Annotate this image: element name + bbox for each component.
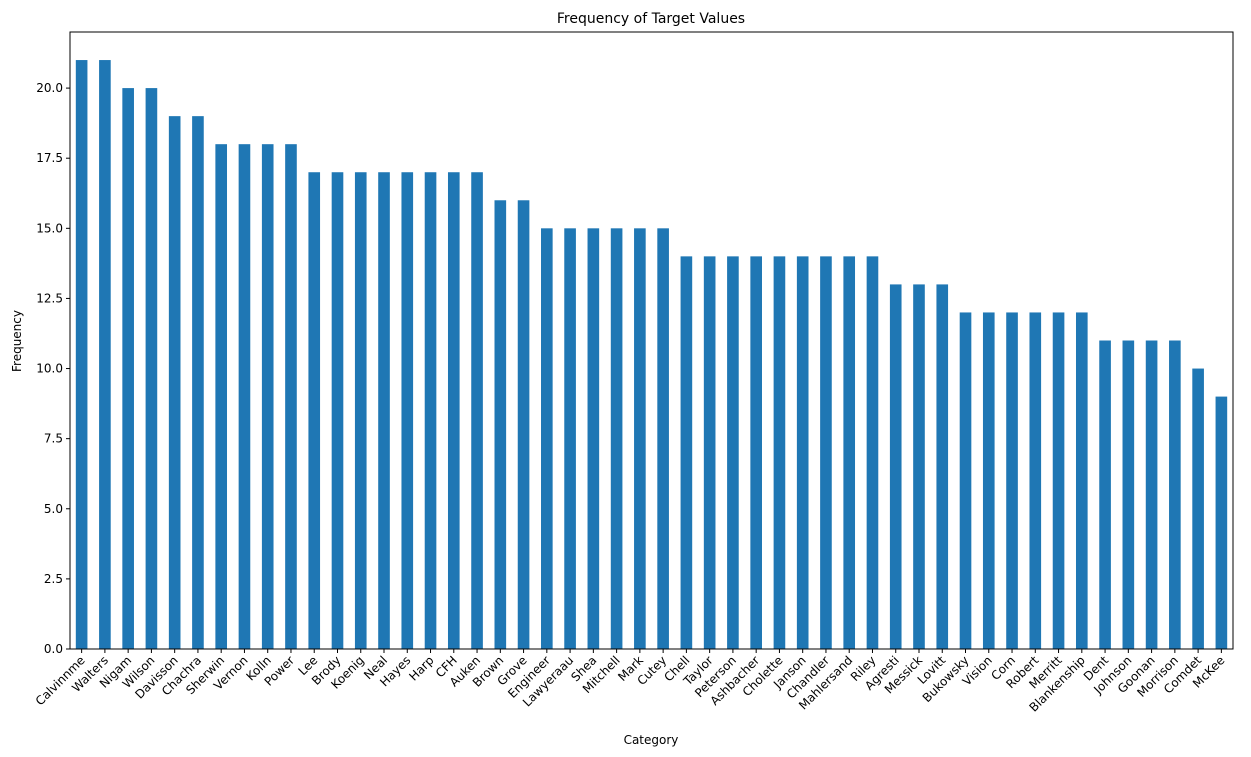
y-tick-label: 2.5: [44, 572, 63, 586]
bar-robert: [1029, 312, 1042, 649]
bar-harp: [424, 172, 437, 650]
bar-riley: [866, 256, 879, 649]
bar-lovitt: [936, 284, 949, 649]
bar-morrison: [1169, 340, 1181, 649]
chart-title: Frequency of Target Values: [557, 11, 745, 27]
y-tick-label: 15.0: [36, 221, 63, 235]
bar-grove: [517, 200, 530, 649]
y-tick-label: 7.5: [44, 432, 63, 446]
bar-nigam: [122, 88, 134, 650]
bar-wilson: [145, 88, 158, 650]
bar-neal: [378, 172, 390, 650]
bar-janson: [796, 256, 809, 649]
bar-shea: [587, 228, 600, 649]
bar-chandler: [820, 256, 832, 649]
bar-auken: [471, 172, 483, 650]
bar-chachra: [192, 116, 204, 649]
bar-vernon: [238, 144, 251, 649]
bar-mahlersand: [843, 256, 856, 649]
y-axis: 0.0 2.5 5.0 7.5 10.0 12.5 15.0 17.5 20.0: [36, 81, 70, 656]
bar-blankenship: [1075, 312, 1088, 649]
bar-sherwin: [215, 144, 228, 649]
bar-mckee: [1215, 396, 1228, 649]
bar-brody: [331, 172, 344, 650]
bar-corn: [1006, 312, 1018, 649]
bar-dent: [1099, 340, 1111, 649]
bar-cfh: [447, 172, 460, 650]
bar-walters: [99, 60, 111, 650]
bar-cholette: [773, 256, 786, 649]
bar-mitchell: [610, 228, 623, 649]
y-tick-label: 10.0: [36, 362, 63, 376]
bar-ashbacher: [750, 256, 762, 649]
bar-hayes: [401, 172, 414, 650]
bars-group: [75, 60, 1228, 650]
y-tick-label: 5.0: [44, 502, 63, 516]
bar-engineer: [541, 228, 553, 649]
bar-power: [285, 144, 297, 649]
y-tick-label: 12.5: [36, 291, 63, 305]
bar-mark: [634, 228, 646, 649]
bar-merritt: [1052, 312, 1065, 649]
bar-agresti: [889, 284, 902, 649]
x-axis-title: Category: [624, 733, 679, 747]
bar-brown: [494, 200, 507, 649]
bar-calvinnme: [75, 60, 88, 650]
bar-cutey: [657, 228, 669, 649]
bar-messick: [913, 284, 925, 649]
bar-goonan: [1145, 340, 1158, 649]
bar-kolln: [261, 144, 274, 649]
bar-taylor: [703, 256, 716, 649]
y-tick-label: 20.0: [36, 81, 63, 95]
y-tick-label: 0.0: [44, 642, 63, 656]
bar-peterson: [727, 256, 739, 649]
bar-chell: [680, 256, 693, 649]
bar-bukowsky: [959, 312, 972, 649]
bar-davisson: [168, 116, 181, 649]
bar-vision: [982, 312, 995, 649]
y-axis-title: Frequency: [10, 310, 24, 372]
x-axis: CalvinnmeWaltersNigamWilsonDavissonChach…: [33, 649, 1227, 715]
y-tick-label: 17.5: [36, 151, 63, 165]
bar-johnson: [1122, 340, 1135, 649]
x-tick-label: Harp: [406, 653, 436, 683]
plot-frame: [69, 31, 1234, 650]
bar-lawyeraau: [564, 228, 576, 649]
bar-comdet: [1192, 368, 1204, 649]
bar-koenig: [354, 172, 367, 650]
bar-lee: [308, 172, 321, 650]
